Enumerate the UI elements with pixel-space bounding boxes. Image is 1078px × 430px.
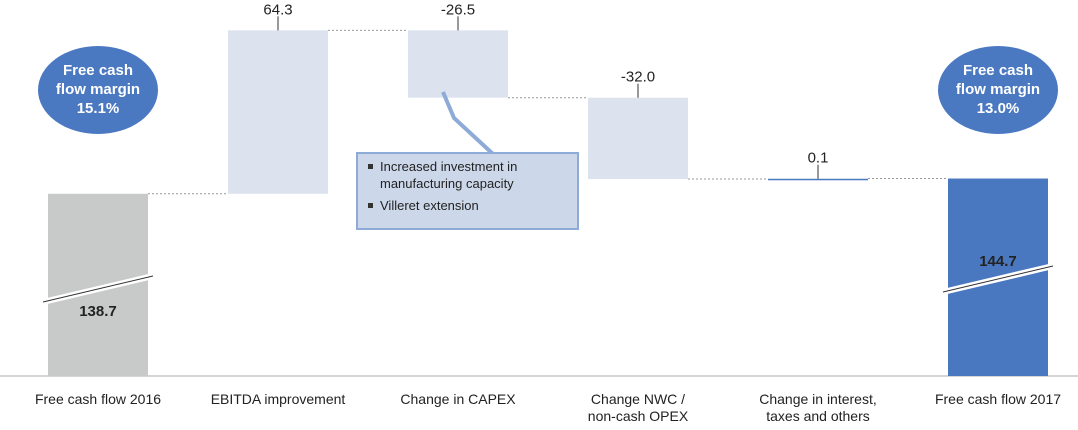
callout-pointer [441, 91, 495, 156]
bar [768, 178, 868, 181]
value-label: 0.1 [808, 150, 829, 167]
bar [48, 193, 148, 376]
axis-break [942, 265, 1054, 293]
bar [228, 30, 328, 194]
value-label: 138.7 [79, 303, 117, 320]
callout-list: Increased investment in manufacturing ca… [366, 158, 569, 214]
callout: Increased investment in manufacturing ca… [356, 152, 579, 230]
bar [588, 97, 688, 180]
x-tick-label: Free cash flow 2016 [34, 391, 162, 407]
x-tick-label: EBITDA improvement [210, 391, 346, 407]
value-label: -26.5 [441, 1, 475, 18]
callout-item: Increased investment in manufacturing ca… [368, 158, 569, 192]
x-tick-label: Change NWC / non-cash OPEX [587, 391, 689, 424]
annotation-text: Free cash flow margin 13.0% [955, 62, 1041, 117]
value-label: -32.0 [621, 69, 655, 86]
x-tick-label: Change in interest, taxes and others [759, 391, 877, 424]
x-tick-label: Change in CAPEX [400, 391, 516, 407]
annotation-bubble [38, 46, 158, 134]
value-label: 144.7 [979, 253, 1017, 270]
bar [408, 30, 508, 98]
value-label: 64.3 [263, 1, 292, 18]
callout-item: Villeret extension [368, 197, 569, 214]
x-tick-label: Free cash flow 2017 [934, 391, 1062, 407]
annotation-text: Free cash flow margin 15.1% [55, 62, 141, 117]
axis-break [42, 275, 154, 303]
annotation-bubble [938, 46, 1058, 134]
